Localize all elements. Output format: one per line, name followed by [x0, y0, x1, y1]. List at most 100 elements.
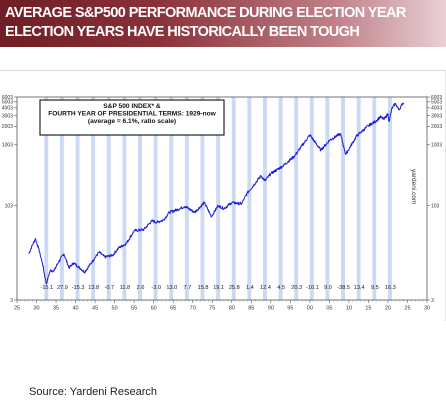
election-label-2020: 16.3 [385, 285, 396, 291]
x-tick-label: 25 [404, 306, 410, 312]
y-tick-label-left: 4003 [2, 106, 13, 112]
watermark-text: yardeni.com [410, 169, 417, 204]
election-band-1948 [106, 97, 111, 300]
election-band-1944 [91, 97, 96, 300]
election-band-1960 [153, 97, 158, 300]
election-label-1936: 27.9 [57, 285, 68, 291]
legend-box: S&P 500 INDEX* &FOURTH YEAR OF PRESIDENT… [39, 99, 225, 136]
election-band-1936 [59, 97, 64, 300]
x-tick-label: 90 [268, 306, 274, 312]
y-tick-label-left: 1003 [2, 143, 13, 149]
election-band-1968 [184, 97, 189, 300]
election-band-1940 [75, 97, 80, 300]
x-tick-label: 75 [209, 306, 215, 312]
x-tick-label: 40 [73, 306, 79, 312]
x-tick-label: 10 [346, 306, 352, 312]
x-tick-label: 65 [170, 306, 176, 312]
x-tick-label: 00 [307, 306, 313, 312]
x-tick-label: 25 [14, 306, 20, 312]
x-tick-label: 55 [131, 306, 137, 312]
x-tick-label: 15 [365, 306, 371, 312]
election-band-1988 [263, 97, 267, 300]
x-tick-label: 80 [229, 306, 235, 312]
election-label-1952: 11.8 [120, 285, 130, 291]
legend-line-2: FOURTH YEAR OF PRESIDENTIAL TERMS: 1929-… [48, 111, 216, 118]
election-label-1956: 2.6 [137, 285, 145, 291]
x-tick-label: 60 [151, 306, 157, 312]
election-band-1952 [122, 97, 127, 300]
legend-frame [39, 99, 225, 136]
election-label-1980: 25.8 [229, 285, 240, 291]
election-label-1988: 12.4 [260, 285, 271, 291]
election-label-1992: 4.5 [277, 285, 285, 291]
y-tick-label-right: 6003 [431, 95, 442, 101]
election-label-2016: 9.5 [371, 285, 379, 291]
election-label-1972: 15.8 [198, 285, 209, 291]
election-label-1976: 19.1 [213, 285, 224, 291]
series-line [28, 102, 405, 285]
x-tick-label: 05 [326, 306, 332, 312]
election-band-2000 [309, 97, 314, 300]
y-tick-label-right: 3003 [431, 113, 442, 119]
legend-line-1: S&P 500 INDEX* & [103, 103, 161, 110]
y-tick-label-right: 5003 [431, 100, 442, 106]
plot-area [16, 96, 428, 301]
election-band-2004 [325, 97, 330, 300]
y-tick-label-right: 2003 [431, 124, 442, 130]
x-tick-label: 30 [424, 306, 430, 312]
election-band-1992 [278, 97, 283, 300]
election-label-1996: 20.3 [291, 285, 302, 291]
election-band-1972 [200, 97, 205, 300]
election-label-2004: 9.0 [324, 285, 332, 291]
election-band-1984 [247, 97, 252, 300]
election-band-1996 [294, 97, 299, 300]
y-tick-label-left: 3 [10, 298, 13, 304]
x-tick-label: 20 [385, 306, 391, 312]
election-band-2020 [387, 97, 392, 300]
election-label-1932: -15.1 [40, 285, 53, 291]
election-label-1948: -0.7 [104, 285, 114, 291]
header-banner: AVERAGE S&P500 PERFORMANCE DURING ELECTI… [0, 0, 446, 47]
election-band-2008 [341, 97, 345, 300]
election-band-1932 [44, 97, 49, 300]
election-labels: -15.1 27.9 -15.3 13.8 -0.7 11.8 2.6 -3.0 13.0 7.7… [40, 285, 395, 291]
y-tick-label-right: 4003 [431, 106, 442, 112]
election-label-1944: 13.8 [88, 285, 99, 291]
x-axis: 25 30 35 40 45 50 55 60 65 70 75 80 85 90 95 00 05 10 15 20… [14, 300, 430, 312]
sp500-line [28, 102, 405, 285]
x-tick-label: 85 [248, 306, 254, 312]
x-tick-label: 35 [53, 306, 59, 312]
x-tick-label: 95 [287, 306, 293, 312]
y-tick-label-right: 1003 [431, 143, 442, 149]
election-band-1956 [138, 97, 142, 300]
x-tick-label: 50 [112, 306, 118, 312]
legend-line-3: (average = 6.1%, ratio scale) [88, 118, 176, 125]
election-band-2012 [356, 97, 361, 300]
x-tick-label: 45 [92, 306, 98, 312]
election-label-2008: -38.5 [337, 285, 350, 291]
source-note: Source: Yardeni Research [29, 386, 157, 398]
y-tick-label-right: 3 [431, 298, 434, 304]
election-label-1964: 13.0 [166, 285, 177, 291]
y-tick-label-left: 3003 [2, 113, 13, 119]
plot-border [16, 96, 428, 301]
x-tick-label: 70 [190, 306, 196, 312]
election-band-1964 [169, 97, 174, 300]
y-tick-label-left: 6003 [2, 95, 13, 101]
header-subtitle: ELECTION YEARS HAVE HISTORICALLY BEEN TO… [5, 24, 360, 40]
y-tick-label-left: 103 [5, 203, 14, 209]
election-band-2016 [372, 97, 377, 300]
election-band-1976 [216, 97, 221, 300]
header-title: AVERAGE S&P500 PERFORMANCE DURING ELECTI… [5, 5, 406, 21]
y-tick-label-left: 5003 [2, 100, 13, 106]
y-tick-label-left: 2003 [2, 124, 13, 130]
election-label-1960: -3.0 [151, 285, 161, 291]
election-label-2012: 13.4 [354, 285, 365, 291]
election-label-2000: -10.1 [306, 285, 319, 291]
election-label-1968: 7.7 [184, 285, 192, 291]
election-year-bands [44, 97, 392, 300]
y-tick-label-right: 103 [431, 203, 440, 209]
election-label-1940: -15.3 [72, 285, 85, 291]
